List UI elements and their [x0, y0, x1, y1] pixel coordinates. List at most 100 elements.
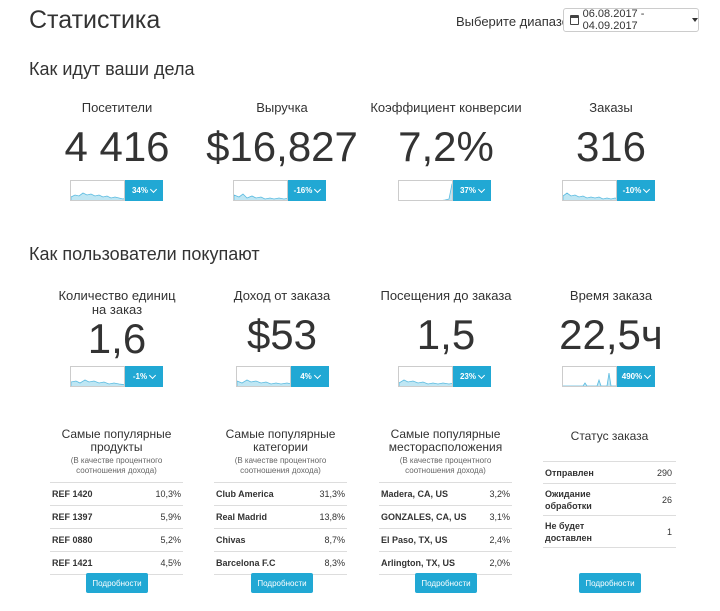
row-name: Club America — [216, 489, 274, 499]
row-percent: 13,8% — [319, 512, 345, 522]
change-toggle[interactable]: -1% — [125, 366, 163, 387]
chevron-down-icon — [149, 371, 157, 379]
kpi-value: $53 — [246, 311, 318, 358]
change-value: -1% — [132, 372, 148, 381]
date-range-picker[interactable]: 06.08.2017 - 04.09.2017 — [563, 8, 699, 32]
kpi-label: Доход от заказа — [233, 288, 331, 303]
change-value: 34% — [131, 186, 148, 195]
row-percent: 8,7% — [324, 535, 345, 545]
row-name: Arlington, TX, US — [381, 558, 455, 568]
sparkline-chart — [398, 180, 453, 201]
table-row: REF 0880 5,2% — [50, 529, 183, 552]
change-value: -16% — [293, 186, 313, 195]
change-toggle[interactable]: -16% — [288, 180, 326, 201]
sparkline-chart — [70, 180, 125, 201]
sparkline-revenue: -16% — [233, 180, 326, 201]
sparkline-chart — [233, 180, 288, 201]
change-value: 4% — [300, 372, 312, 381]
sparkline-conversion: 37% — [398, 180, 491, 201]
row-name: Ожидание обработки — [545, 488, 592, 511]
kpi-value: 1,5 — [416, 311, 476, 358]
row-percent: 8,3% — [324, 558, 345, 568]
sparkline-chart — [562, 366, 617, 387]
popular-categories-header: Самые популярные категории (В качестве п… — [214, 428, 347, 476]
change-toggle[interactable]: 34% — [125, 180, 163, 201]
table-row: Barcelona F.C 8,3% — [214, 552, 347, 575]
change-toggle[interactable]: 23% — [453, 366, 491, 387]
products-details-button[interactable]: Подробности — [86, 573, 148, 593]
table-row: Real Madrid 13,8% — [214, 506, 347, 529]
change-toggle[interactable]: 490% — [617, 366, 655, 387]
kpi-label: Заказы — [589, 100, 633, 115]
change-toggle[interactable]: 4% — [291, 366, 329, 387]
calendar-icon — [570, 15, 579, 25]
row-percent: 10,3% — [155, 489, 181, 499]
kpi-conversion: Коэффициент конверсии 7,2% — [364, 101, 528, 171]
sparkline-order-time: 490% — [562, 366, 655, 387]
row-name: Barcelona F.C — [216, 558, 276, 568]
change-value: 490% — [621, 372, 643, 381]
list-title: Самые популярные продукты — [61, 427, 172, 454]
row-percent: 5,2% — [160, 535, 181, 545]
popular-products-header: Самые популярные продукты (В качестве пр… — [50, 428, 183, 476]
row-name: REF 1420 — [52, 489, 93, 499]
row-name: Madera, CA, US — [381, 489, 449, 499]
sparkline-visitors: 34% — [70, 180, 163, 201]
change-value: 37% — [459, 186, 476, 195]
change-toggle[interactable]: 37% — [453, 180, 491, 201]
sparkline-orders: -10% — [562, 180, 655, 201]
row-percent: 4,5% — [160, 558, 181, 568]
table-row: Отправлен 290 — [543, 462, 676, 484]
list-title: Самые популярные категории — [225, 427, 336, 454]
kpi-label: Время заказа — [569, 288, 653, 303]
kpi-value: 22,5ч — [559, 311, 663, 358]
row-count: 290 — [656, 467, 672, 478]
table-row: Не будет доставлен 1 — [543, 516, 676, 548]
chevron-down-icon — [477, 185, 486, 193]
popular-locations-table: Madera, CA, US 3,2% GONZALES, CA, US 3,1% … — [379, 482, 512, 575]
kpi-value: 7,2% — [398, 123, 494, 170]
kpi-revenue-per-order: Доход от заказа $53 — [200, 289, 364, 359]
page-title: Статистика — [29, 6, 161, 34]
row-count: 1 — [666, 526, 672, 537]
list-subtitle: (В качестве процентного соотношения дохо… — [234, 456, 327, 475]
table-row: Arlington, TX, US 2,0% — [379, 552, 512, 575]
section-buying-title: Как пользователи покупают — [29, 244, 260, 264]
order-status-table: Отправлен 290 Ожидание обработки 26 Не буд… — [543, 461, 676, 548]
row-name: REF 0880 — [52, 535, 93, 545]
list-title: Статус заказа — [570, 429, 649, 443]
change-toggle[interactable]: -10% — [617, 180, 655, 201]
list-subtitle: (В качестве процентного соотношения дохо… — [70, 456, 163, 475]
change-value: -10% — [622, 186, 642, 195]
table-row: Ожидание обработки 26 — [543, 484, 676, 516]
row-percent: 3,1% — [489, 512, 510, 522]
kpi-label: Выручка — [256, 100, 308, 115]
locations-details-button[interactable]: Подробности — [415, 573, 477, 593]
categories-details-button[interactable]: Подробности — [251, 573, 313, 593]
date-range-value: 06.08.2017 - 04.09.2017 — [582, 8, 645, 32]
kpi-label: Количество единиц на заказ — [58, 288, 176, 317]
caret-down-icon — [692, 18, 698, 22]
chevron-down-icon — [314, 185, 322, 193]
kpi-label: Коэффициент конверсии — [370, 100, 522, 115]
status-details-button[interactable]: Подробности — [579, 573, 641, 593]
row-percent: 3,2% — [489, 489, 510, 499]
row-percent: 5,9% — [160, 512, 181, 522]
sparkline-chart — [562, 180, 617, 201]
row-percent: 31,3% — [319, 489, 345, 499]
date-range-label: Выберите диапазон: — [456, 14, 580, 29]
popular-locations-header: Самые популярные месторасположения (В ка… — [379, 428, 512, 476]
sparkline-chart — [70, 366, 125, 387]
chevron-down-icon — [477, 371, 486, 379]
kpi-value: 4 416 — [64, 123, 170, 170]
list-title: Самые популярные месторасположения — [388, 427, 503, 454]
sparkline-visits: 23% — [398, 366, 491, 387]
sparkline-revenue-per-order: 4% — [236, 366, 329, 387]
kpi-visits-to-order: Посещения до заказа 1,5 — [364, 289, 528, 359]
row-count: 26 — [661, 494, 672, 505]
table-row: GONZALES, CA, US 3,1% — [379, 506, 512, 529]
row-name: Не будет доставлен — [545, 520, 592, 543]
kpi-value: 1,6 — [87, 315, 147, 362]
table-row: REF 1397 5,9% — [50, 506, 183, 529]
row-name: REF 1421 — [52, 558, 93, 568]
